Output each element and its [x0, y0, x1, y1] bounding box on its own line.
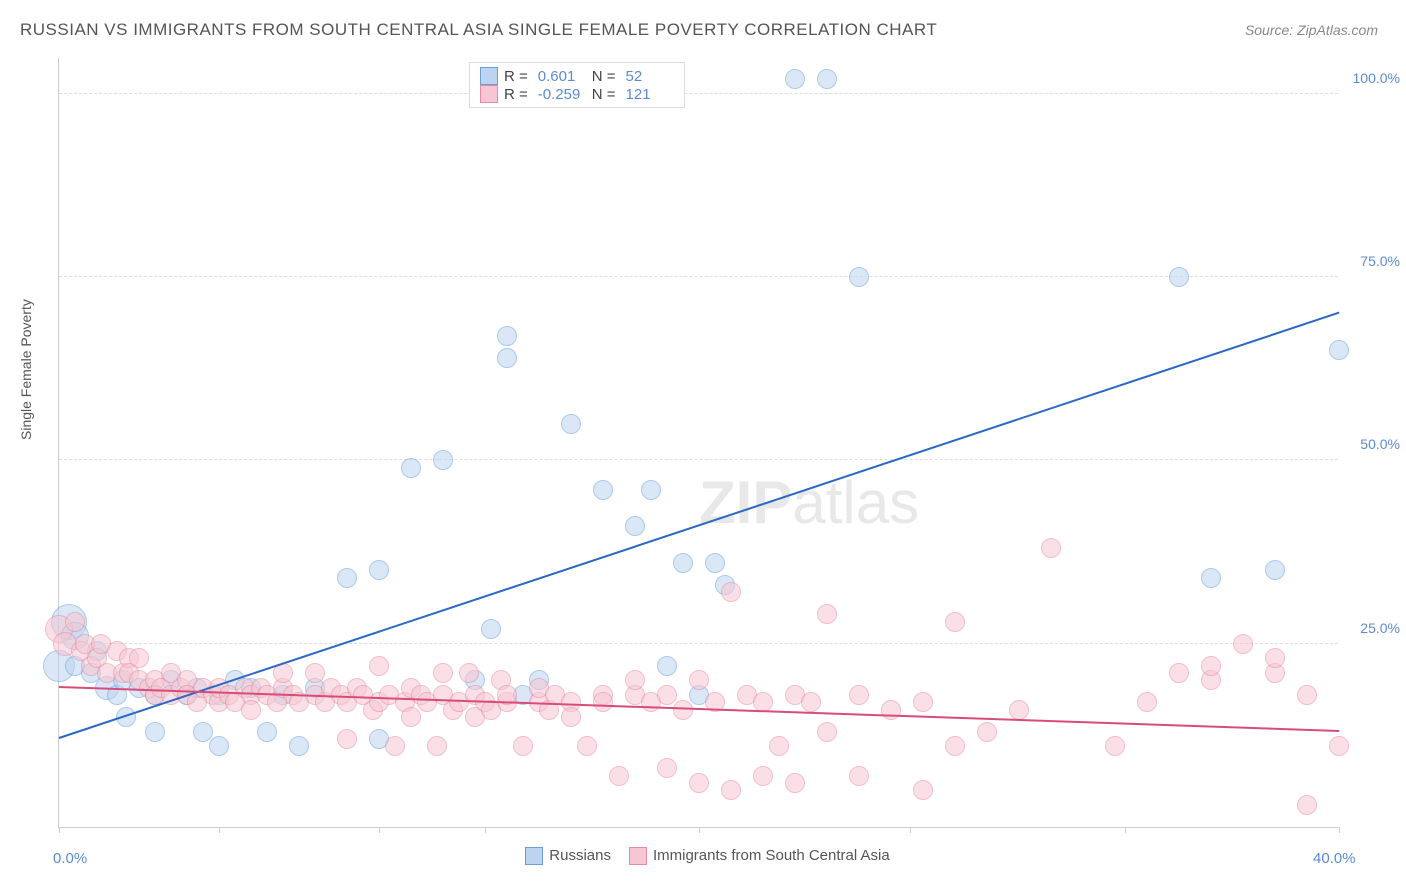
data-point [129, 648, 149, 668]
data-point [1329, 736, 1349, 756]
data-point [1137, 692, 1157, 712]
data-point [913, 692, 933, 712]
data-point [401, 458, 421, 478]
data-point [657, 758, 677, 778]
data-point [689, 670, 709, 690]
x-tick [59, 827, 60, 833]
gridline [59, 643, 1338, 644]
data-point [481, 619, 501, 639]
data-point [401, 707, 421, 727]
x-tick [1339, 827, 1340, 833]
data-point [721, 780, 741, 800]
gridline [59, 276, 1338, 277]
data-point [385, 736, 405, 756]
data-point [433, 663, 453, 683]
data-point [817, 604, 837, 624]
watermark: ZIPatlas [699, 468, 919, 537]
data-point [593, 480, 613, 500]
data-point [497, 348, 517, 368]
x-tick [219, 827, 220, 833]
data-point [1169, 267, 1189, 287]
data-point [513, 736, 533, 756]
y-tick-label: 100.0% [1353, 70, 1400, 86]
data-point [849, 267, 869, 287]
x-tick [910, 827, 911, 833]
data-point [1297, 795, 1317, 815]
data-point [1265, 560, 1285, 580]
data-point [689, 773, 709, 793]
data-point [753, 766, 773, 786]
data-point [459, 663, 479, 683]
data-point [577, 736, 597, 756]
data-point [609, 766, 629, 786]
data-point [427, 736, 447, 756]
data-point [977, 722, 997, 742]
y-axis-title: Single Female Poverty [18, 299, 34, 440]
x-tick [699, 827, 700, 833]
data-point [657, 656, 677, 676]
x-tick [1125, 827, 1126, 833]
data-point [561, 707, 581, 727]
data-point [817, 722, 837, 742]
data-point [625, 516, 645, 536]
data-point [1105, 736, 1125, 756]
data-point [1233, 634, 1253, 654]
data-point [1201, 568, 1221, 588]
data-point [849, 685, 869, 705]
data-point [337, 729, 357, 749]
chart-title: RUSSIAN VS IMMIGRANTS FROM SOUTH CENTRAL… [20, 20, 937, 40]
data-point [625, 670, 645, 690]
data-point [1297, 685, 1317, 705]
data-point [1041, 538, 1061, 558]
data-point [433, 450, 453, 470]
data-point [289, 736, 309, 756]
series-legend: RussiansImmigrants from South Central As… [59, 847, 1338, 865]
data-point [801, 692, 821, 712]
data-point [817, 69, 837, 89]
data-point [1265, 648, 1285, 668]
data-point [705, 553, 725, 573]
data-point [593, 692, 613, 712]
data-point [369, 656, 389, 676]
data-point [1201, 656, 1221, 676]
data-point [209, 736, 229, 756]
gridline [59, 459, 1338, 460]
data-point [785, 773, 805, 793]
data-point [1169, 663, 1189, 683]
data-point [305, 663, 325, 683]
y-tick-label: 25.0% [1360, 620, 1400, 636]
x-tick [485, 827, 486, 833]
data-point [657, 685, 677, 705]
gridline [59, 93, 1338, 94]
data-point [497, 326, 517, 346]
data-point [1329, 340, 1349, 360]
x-tick [379, 827, 380, 833]
data-point [337, 568, 357, 588]
data-point [369, 560, 389, 580]
data-point [849, 766, 869, 786]
data-point [257, 722, 277, 742]
correlation-legend: R =0.601N =52R =-0.259N =121 [469, 62, 685, 108]
data-point [1009, 700, 1029, 720]
y-tick-label: 50.0% [1360, 436, 1400, 452]
y-tick-label: 75.0% [1360, 253, 1400, 269]
data-point [241, 700, 261, 720]
data-point [785, 69, 805, 89]
data-point [721, 582, 741, 602]
data-point [641, 480, 661, 500]
data-point [673, 553, 693, 573]
data-point [945, 612, 965, 632]
data-point [769, 736, 789, 756]
data-point [561, 414, 581, 434]
data-point [65, 612, 85, 632]
data-point [193, 722, 213, 742]
data-point [913, 780, 933, 800]
data-point [945, 736, 965, 756]
scatter-chart: ZIPatlas 25.0%50.0%75.0%100.0%0.0%40.0%R… [58, 58, 1338, 828]
source-label: Source: ZipAtlas.com [1245, 22, 1378, 38]
data-point [145, 722, 165, 742]
